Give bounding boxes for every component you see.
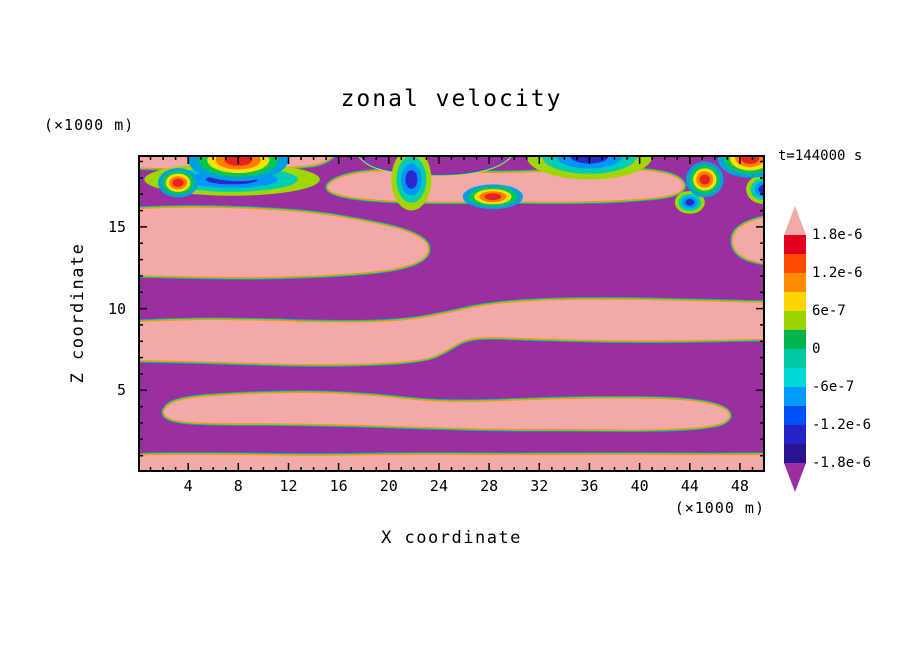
x-tick-label: 44 — [680, 477, 699, 495]
colorbar-tick-label: 6e-7 — [812, 303, 846, 319]
x-tick-label: 48 — [730, 477, 749, 495]
chart-title: zonal velocity — [340, 86, 563, 112]
x-tick-label: 32 — [530, 477, 549, 495]
colorbar — [784, 206, 806, 492]
x-tick-label: 4 — [183, 477, 193, 495]
x-tick-label: 40 — [630, 477, 649, 495]
y-tick-labels: 5 10 15 — [84, 155, 126, 472]
x-tick-label: 12 — [279, 477, 298, 495]
x-tick-labels: 4 8 12 16 20 24 28 32 36 40 44 48 — [138, 477, 765, 497]
colorbar-tick-label: 0 — [812, 341, 821, 357]
colorbar-tick-label: -1.2e-6 — [812, 417, 872, 433]
x-tick-label: 24 — [429, 477, 448, 495]
contour-plot — [138, 155, 765, 472]
x-axis-title: X coordinate — [381, 528, 522, 548]
x-tick-label: 16 — [329, 477, 348, 495]
x-tick-label: 20 — [379, 477, 398, 495]
colorbar-labels: 1.8e-6 1.2e-6 6e-7 0 -6e-7 -1.2e-6 -1.8e-6 — [812, 205, 892, 495]
y-tick-label: 10 — [107, 299, 126, 318]
colorbar-tick-label: 1.8e-6 — [812, 227, 863, 243]
x-axis-unit-label: (×1000 m) — [674, 499, 765, 517]
x-tick-label: 8 — [233, 477, 243, 495]
colorbar-tick-label: -6e-7 — [812, 379, 855, 395]
y-axis-unit-label: (×1000 m) — [44, 116, 135, 134]
colorbar-tick-label: 1.2e-6 — [812, 265, 863, 281]
x-tick-label: 28 — [480, 477, 499, 495]
x-tick-label: 36 — [580, 477, 599, 495]
y-tick-label: 15 — [107, 217, 126, 236]
y-tick-label: 5 — [116, 381, 126, 400]
colorbar-tick-label: -1.8e-6 — [812, 455, 872, 471]
time-annotation: t=144000 s — [778, 148, 863, 164]
